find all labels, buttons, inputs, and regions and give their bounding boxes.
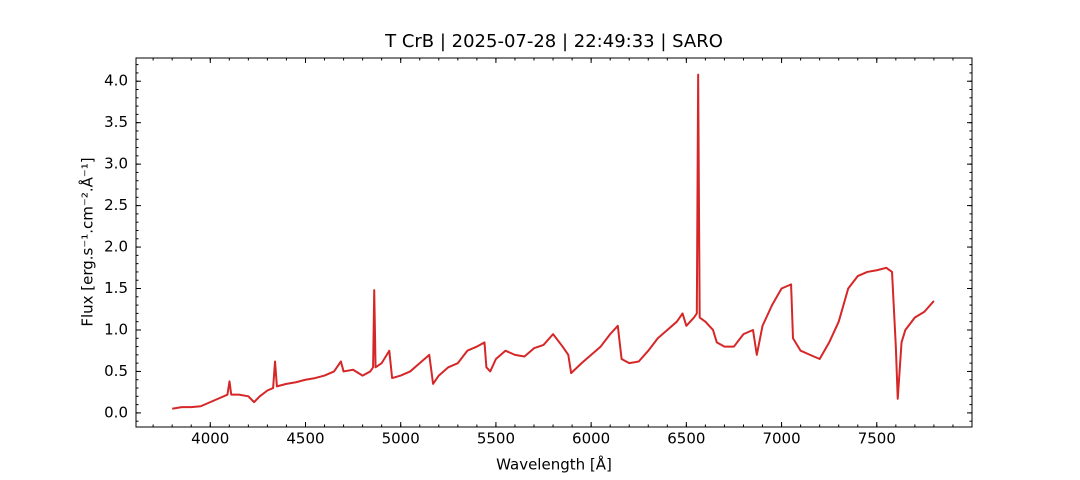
y-tick-label: 0.0: [104, 403, 128, 421]
y-tick-label: 4.0: [104, 72, 128, 90]
y-tick-label: 2.5: [104, 196, 128, 214]
y-tick-label: 0.5: [104, 362, 128, 380]
x-tick-label: 7500: [858, 430, 896, 448]
y-tick-label: 1.5: [104, 279, 128, 297]
y-tick-label: 1.0: [104, 320, 128, 338]
y-tick-label: 2.0: [104, 238, 128, 256]
x-tick-label: 5500: [477, 430, 515, 448]
chart-title: T CrB | 2025-07-28 | 22:49:33 | SARO: [384, 31, 723, 52]
x-tick-label: 4000: [191, 430, 229, 448]
spectrum-line: [172, 73, 935, 410]
y-tick-label: 3.5: [104, 113, 128, 131]
x-tick-label: 5000: [382, 430, 420, 448]
plot-frame: [135, 57, 973, 428]
y-axis-label: Flux [erg.s⁻¹.cm⁻².Å⁻¹]: [78, 157, 97, 326]
x-axis-label: Wavelength [Å]: [496, 455, 612, 474]
x-tick-label: 6000: [572, 430, 610, 448]
y-tick-label: 3.0: [104, 155, 128, 173]
x-tick-label: 6500: [667, 430, 705, 448]
x-tick-label: 7000: [762, 430, 800, 448]
x-tick-label: 4500: [286, 430, 324, 448]
